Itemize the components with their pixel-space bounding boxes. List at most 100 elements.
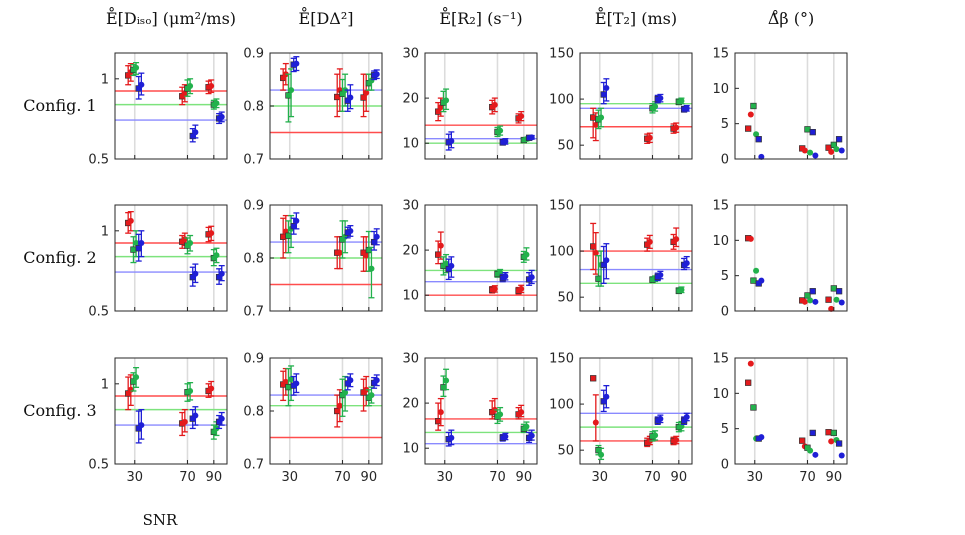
x-tick-label: 90 [516, 470, 533, 485]
data-point-square [590, 375, 597, 382]
data-point-square [285, 384, 292, 391]
data-point-circle [592, 121, 599, 128]
column-title-4: E̊[T₂] (ms) [595, 7, 677, 28]
y-tick-label: 1 [101, 72, 109, 87]
data-point-square [590, 114, 597, 121]
data-point-circle [828, 148, 835, 155]
y-tick-label: 150 [549, 199, 574, 214]
data-point-circle [138, 422, 145, 429]
data-point-circle [282, 378, 289, 385]
data-point-circle [603, 257, 610, 264]
y-tick-label: 0.7 [243, 153, 264, 168]
data-point-circle [293, 60, 300, 67]
panel-r3-c3: 10 20 30 30 70 90 [402, 352, 538, 485]
data-point-circle [342, 389, 349, 396]
data-point-square [130, 246, 137, 253]
axes-frame [424, 204, 538, 312]
data-point-circle [592, 419, 599, 426]
panel-r3-c4: 50 100 150 30 70 90 [549, 352, 693, 485]
data-point-circle [437, 409, 444, 416]
panel-r3-c5: 0 5 10 15 30 70 90 [712, 352, 848, 485]
data-point-circle [673, 124, 680, 131]
y-tick-label: 5 [721, 117, 729, 132]
axes-frame [734, 52, 848, 160]
y-tick-label: 1 [101, 377, 109, 392]
y-tick-label: 0 [721, 305, 729, 320]
data-point-circle [218, 270, 225, 277]
data-point-circle [518, 113, 525, 120]
data-point-square [745, 379, 752, 386]
data-point-square [799, 437, 806, 444]
data-point-circle [448, 137, 455, 144]
data-point-circle [213, 252, 220, 259]
data-point-circle [363, 89, 370, 96]
data-point-circle [218, 415, 225, 422]
data-point-square [590, 243, 597, 250]
data-point-circle [373, 377, 380, 384]
panel-r2-c5: 0 5 10 15 [712, 199, 848, 320]
y-tick-label: 10 [402, 442, 419, 457]
data-point-circle [683, 105, 690, 112]
data-point-circle [187, 240, 194, 247]
axes-frame [579, 204, 693, 312]
data-point-square [600, 91, 607, 98]
data-point-circle [336, 249, 343, 256]
axes-frame [114, 204, 228, 312]
y-tick-label: 50 [557, 444, 574, 459]
y-tick-label: 0 [721, 153, 729, 168]
data-point-circle [592, 249, 599, 256]
y-tick-label: 100 [549, 398, 574, 413]
data-point-circle [673, 236, 680, 243]
data-point-circle [133, 240, 140, 247]
x-tick-label: 90 [361, 470, 378, 485]
column-title-2: E̊[DΔ²] [299, 7, 354, 28]
y-tick-label: 0 [721, 458, 729, 473]
data-point-circle [758, 277, 765, 284]
data-point-circle [603, 393, 610, 400]
data-point-square [745, 125, 752, 132]
data-point-circle [208, 82, 215, 89]
data-point-circle [838, 147, 845, 154]
y-tick-label: 5 [721, 269, 729, 284]
data-point-circle [138, 81, 145, 88]
data-point-circle [646, 134, 653, 141]
y-tick-label: 0.7 [243, 458, 264, 473]
data-point-circle [288, 87, 295, 94]
y-tick-label: 0.9 [243, 352, 264, 367]
panel-r1-c1: 0.51 [88, 52, 228, 168]
data-point-circle [192, 412, 199, 419]
data-point-circle [747, 111, 754, 118]
y-tick-label: 100 [549, 93, 574, 108]
data-point-square [285, 232, 292, 239]
data-point-circle [828, 305, 835, 312]
y-tick-label: 15 [712, 47, 729, 62]
data-point-circle [753, 267, 760, 274]
data-point-circle [833, 146, 840, 153]
y-tick-label: 0.7 [243, 305, 264, 320]
data-point-circle [657, 415, 664, 422]
data-point-circle [491, 285, 498, 292]
data-point-circle [838, 452, 845, 459]
column-titles: E̊[Dᵢₛₒ] (μm²/ms) E̊[DΔ²] E̊[R₂] (s⁻¹) E̊[T… [106, 7, 814, 28]
y-tick-label: 0.9 [243, 199, 264, 214]
data-point-circle [187, 387, 194, 394]
data-point-circle [683, 260, 690, 267]
data-point-square [285, 92, 292, 99]
data-point-circle [347, 377, 354, 384]
data-point-square [365, 246, 372, 254]
data-point-square [830, 429, 837, 437]
data-point-square [809, 429, 816, 437]
data-point-circle [678, 97, 685, 104]
data-point-square [825, 296, 832, 303]
y-tick-label: 20 [402, 92, 419, 107]
data-point-circle [181, 90, 188, 97]
data-point-circle [502, 433, 509, 440]
row-label-1: Config. 1 [23, 96, 96, 115]
data-point-circle [373, 233, 380, 240]
y-tick-label: 10 [402, 289, 419, 304]
data-point-circle [812, 152, 819, 159]
data-point-circle [347, 94, 354, 101]
data-point-circle [678, 286, 685, 293]
axes-frame [424, 357, 538, 465]
